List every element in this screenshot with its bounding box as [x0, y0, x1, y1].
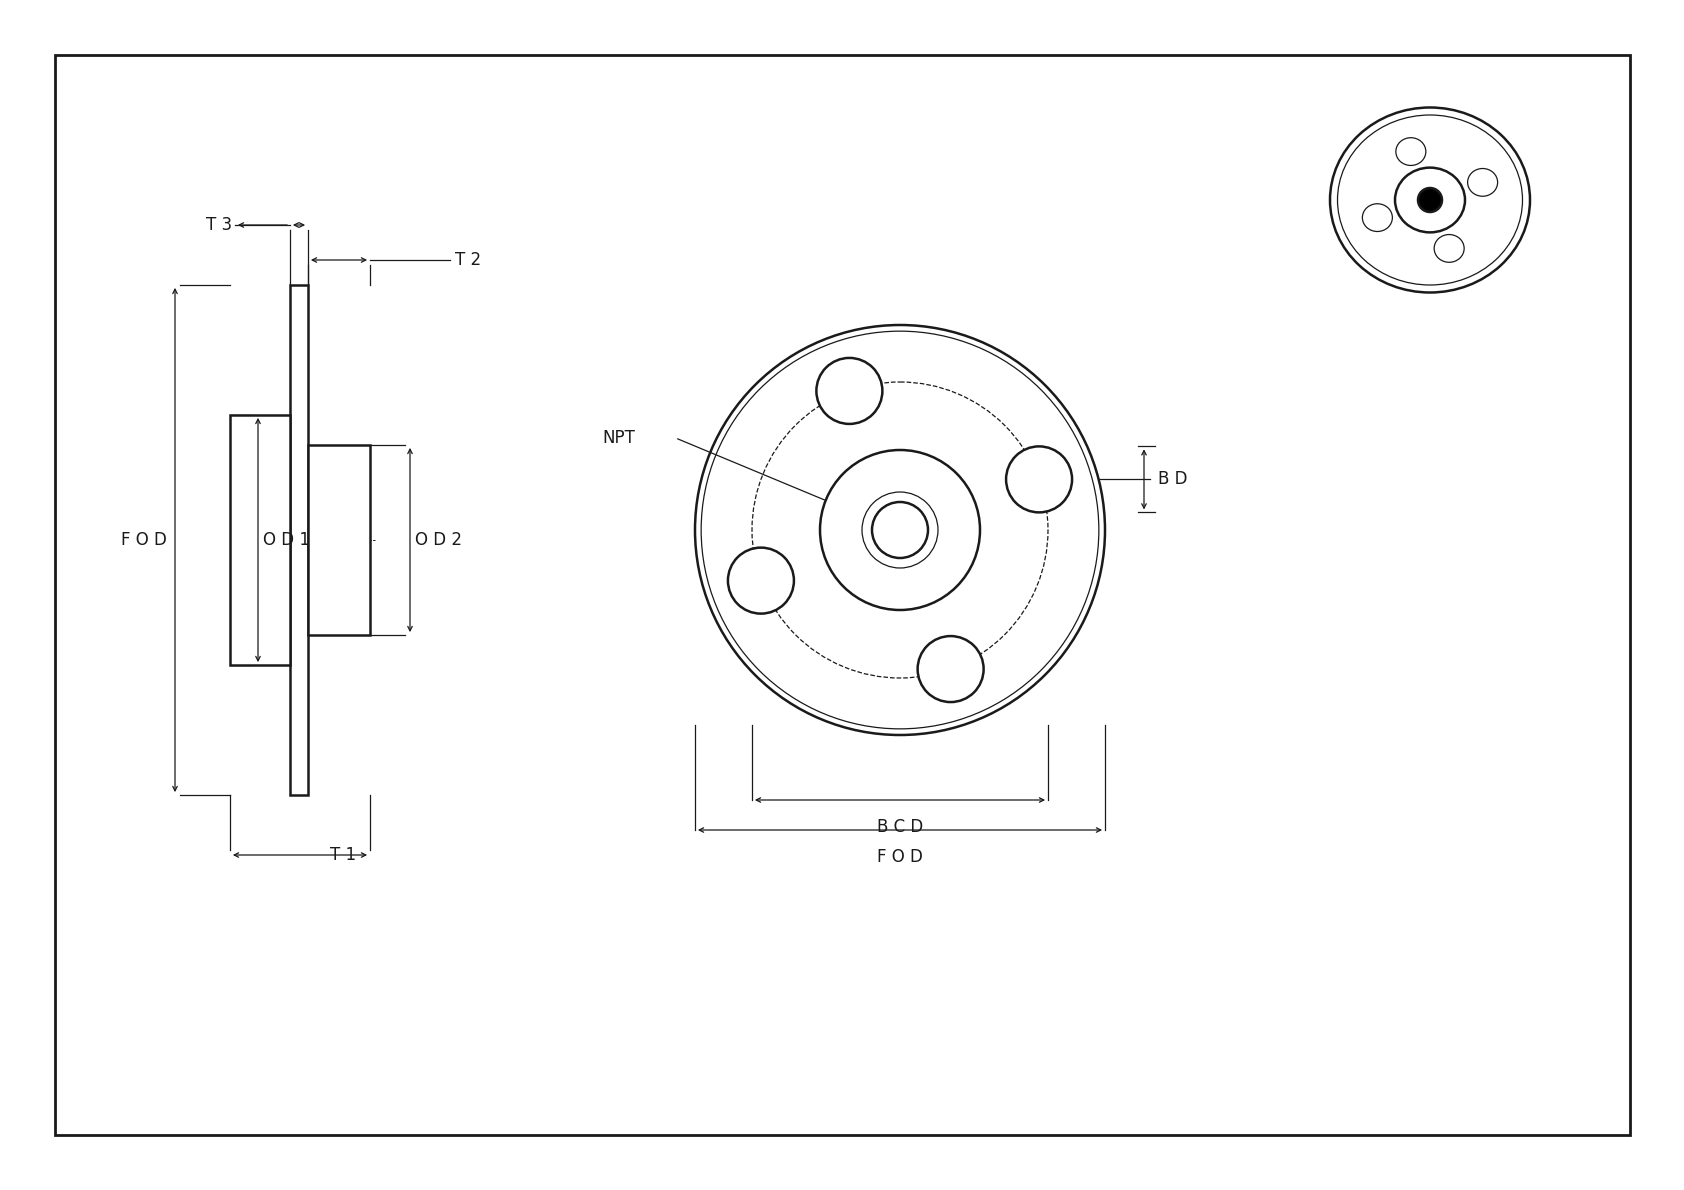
- Text: B C D: B C D: [877, 818, 923, 837]
- Text: F O D: F O D: [121, 531, 167, 549]
- Ellipse shape: [1396, 138, 1426, 165]
- Circle shape: [820, 450, 980, 610]
- Ellipse shape: [1337, 115, 1522, 284]
- Bar: [290, 284, 308, 795]
- Circle shape: [862, 491, 938, 568]
- Circle shape: [727, 547, 793, 614]
- Ellipse shape: [1330, 107, 1531, 293]
- Text: T 2: T 2: [455, 251, 482, 269]
- Circle shape: [918, 637, 983, 702]
- Circle shape: [817, 358, 882, 424]
- Text: NPT: NPT: [603, 428, 635, 446]
- Bar: [231, 415, 290, 665]
- Circle shape: [1005, 446, 1073, 513]
- Ellipse shape: [1362, 203, 1393, 232]
- Ellipse shape: [1468, 169, 1497, 196]
- Circle shape: [701, 331, 1100, 728]
- Ellipse shape: [1435, 234, 1463, 262]
- Circle shape: [695, 325, 1105, 735]
- Text: B D: B D: [1159, 470, 1187, 488]
- Circle shape: [1418, 188, 1442, 212]
- Text: T 1: T 1: [330, 846, 355, 864]
- Text: O D 1: O D 1: [263, 531, 310, 549]
- Bar: [308, 445, 370, 635]
- Ellipse shape: [1394, 168, 1465, 232]
- Circle shape: [872, 502, 928, 558]
- Text: F O D: F O D: [877, 848, 923, 866]
- Text: O D 2: O D 2: [414, 531, 461, 549]
- Text: T 3: T 3: [205, 217, 232, 234]
